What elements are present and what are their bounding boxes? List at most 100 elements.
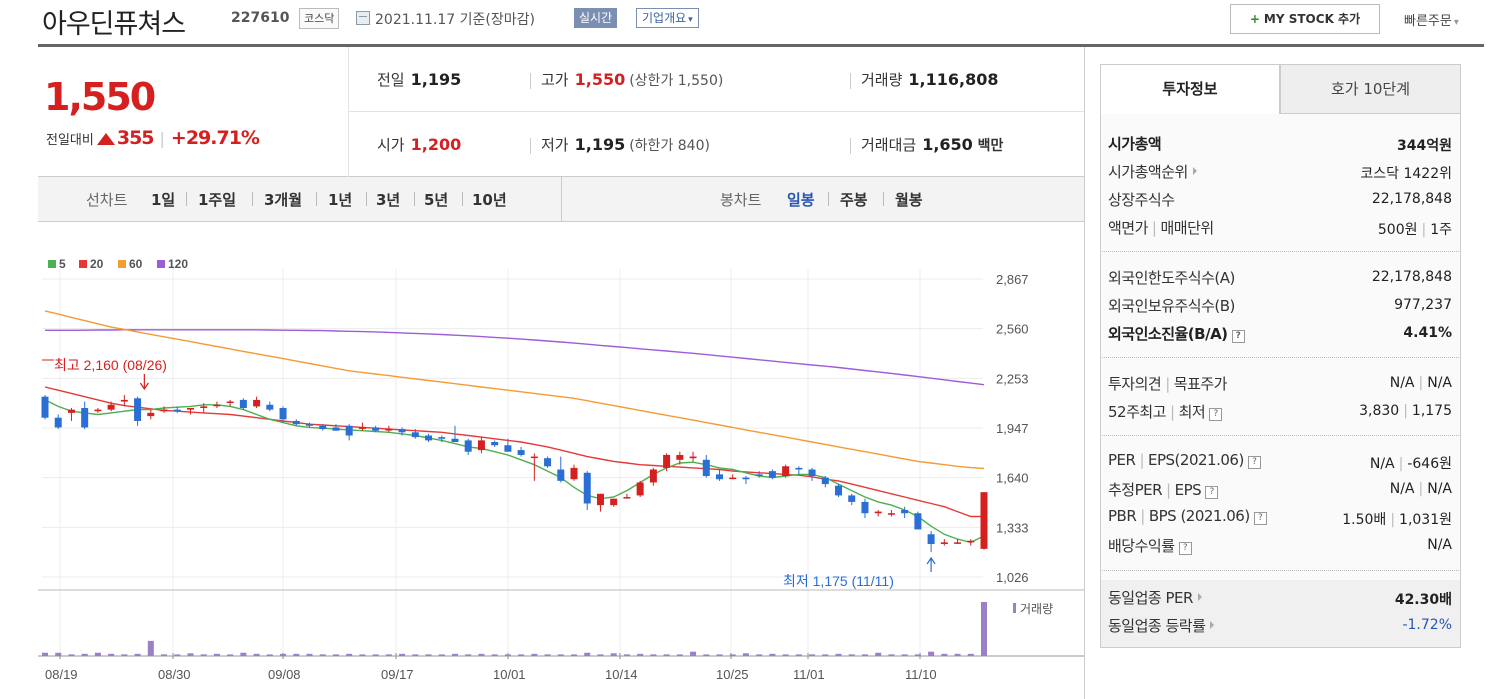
candle-body bbox=[874, 511, 882, 514]
week52-value: 3,830 | 1,175 bbox=[1359, 403, 1452, 419]
tab-orderbook[interactable]: 호가 10단계 bbox=[1280, 64, 1461, 114]
volume-bar bbox=[809, 654, 816, 656]
divider: | bbox=[159, 129, 165, 148]
volume-bar bbox=[888, 654, 895, 656]
volume-bar bbox=[981, 602, 987, 656]
candle-body bbox=[160, 409, 168, 412]
volume-bar bbox=[504, 654, 511, 656]
volume-bar bbox=[597, 654, 604, 656]
section-divider bbox=[1102, 357, 1459, 358]
volume-bar bbox=[491, 654, 498, 656]
candle-body bbox=[239, 399, 247, 409]
volume-bar bbox=[544, 654, 551, 656]
period-divider bbox=[186, 192, 187, 206]
candle-body bbox=[200, 406, 208, 409]
period-divider bbox=[414, 192, 415, 206]
par-value-text: 액면가 bbox=[1108, 219, 1148, 237]
par-value-label: 액면가 | 매매단위 bbox=[1108, 217, 1214, 238]
amount-unit: 백만 bbox=[977, 138, 1004, 154]
bps-number: 1,031원 bbox=[1399, 512, 1452, 528]
candle-body bbox=[385, 429, 393, 431]
pbr-number: 1.50배 bbox=[1342, 512, 1387, 528]
candlestick-chart[interactable]: 2,867 2,560 2,253 1,947 1,640 1,333 1,026 08/19… bbox=[38, 222, 1085, 699]
amount-value: 1,650 bbox=[922, 135, 973, 154]
y-tick-label: 1,640 bbox=[996, 471, 1029, 486]
legend-label: 5 bbox=[59, 257, 66, 271]
candle-monthly[interactable]: 월봉 bbox=[895, 191, 923, 209]
foreign-ratio-row: 외국인소진율(B/A)? 4.41% bbox=[1108, 320, 1452, 348]
volume-legend-swatch bbox=[1013, 603, 1016, 613]
candle-body bbox=[477, 440, 485, 451]
low-label: 저가 bbox=[541, 136, 569, 154]
help-icon[interactable]: ? bbox=[1247, 456, 1261, 469]
volume-bar bbox=[901, 654, 908, 656]
period-1y[interactable]: 1년 bbox=[328, 191, 353, 209]
trading-unit-number: 1주 bbox=[1430, 222, 1452, 238]
candle-body bbox=[636, 482, 644, 496]
industry-change-row[interactable]: 동일업종 등락률 -1.72% bbox=[1108, 612, 1452, 640]
target-price-number: N/A bbox=[1427, 375, 1452, 391]
x-tick-label: 10/01 bbox=[493, 667, 526, 682]
realtime-button[interactable]: 실시간 bbox=[574, 8, 618, 28]
tab-investment-info[interactable]: 투자정보 bbox=[1100, 64, 1280, 114]
lower-limit: (하한가 840) bbox=[629, 138, 710, 154]
per-value: N/A | -646원 bbox=[1370, 453, 1452, 473]
candle-body bbox=[954, 542, 962, 544]
volume-bar bbox=[200, 654, 207, 656]
help-icon[interactable]: ? bbox=[1205, 486, 1219, 499]
candle-body bbox=[425, 435, 433, 441]
high-value: 1,550 bbox=[574, 70, 626, 89]
help-icon[interactable]: ? bbox=[1209, 408, 1223, 421]
period-5y[interactable]: 5년 bbox=[424, 191, 449, 209]
trading-unit-text: 매매단위 bbox=[1160, 219, 1214, 237]
volume-bar bbox=[795, 654, 802, 656]
prev-close-label: 전일 bbox=[377, 71, 405, 89]
open-price: 시가 1,200 bbox=[377, 134, 461, 155]
period-divider bbox=[883, 192, 884, 206]
period-1d[interactable]: 1일 bbox=[151, 191, 176, 209]
calendar-icon bbox=[356, 11, 370, 25]
period-3y[interactable]: 3년 bbox=[376, 191, 401, 209]
candle-weekly[interactable]: 주봉 bbox=[840, 191, 868, 209]
period-10y[interactable]: 10년 bbox=[472, 191, 507, 209]
moving-average-ma5 bbox=[44, 399, 985, 544]
pbr-value: 1.50배 | 1,031원 bbox=[1342, 509, 1452, 529]
candle-body bbox=[147, 412, 155, 417]
candle-body bbox=[715, 474, 723, 480]
period-3m[interactable]: 3개월 bbox=[264, 191, 303, 209]
pipe-divider: | bbox=[1390, 512, 1396, 528]
help-icon[interactable]: ? bbox=[1253, 512, 1267, 525]
quick-order-menu[interactable]: 빠른주문 bbox=[1404, 10, 1459, 29]
pipe-divider: | bbox=[1418, 481, 1424, 497]
company-info-dropdown[interactable]: 기업개요 ▾ bbox=[636, 8, 699, 28]
section-divider bbox=[1102, 251, 1459, 252]
volume-bar bbox=[623, 654, 630, 656]
volume-bar bbox=[319, 654, 326, 656]
market-cap-value: 344억원 bbox=[1397, 135, 1452, 155]
market-cap-rank-value: 코스닥 1422위 bbox=[1360, 166, 1452, 182]
industry-per-row[interactable]: 동일업종 PER 42.30배 bbox=[1108, 584, 1452, 612]
week52-low-number: 1,175 bbox=[1411, 403, 1452, 419]
candle-body bbox=[980, 492, 988, 549]
moving-average-ma60 bbox=[44, 310, 985, 470]
dividend-text: 배당수익률 bbox=[1108, 537, 1175, 555]
pbr-row: PBR | BPS (2021.06)? 1.50배 | 1,031원 bbox=[1108, 504, 1452, 532]
volume-bar bbox=[676, 654, 683, 656]
chart-period-toolbar: 선차트 1일 1주일 3개월 1년 3년 5년 10년 봉차트 일봉 주봉 월봉 bbox=[38, 177, 1085, 222]
prev-close: 전일 1,195 bbox=[377, 69, 461, 90]
industry-per-label: 동일업종 PER bbox=[1108, 587, 1202, 608]
period-divider bbox=[828, 192, 829, 206]
pipe-divider: | bbox=[1165, 375, 1170, 393]
add-mystock-button[interactable]: + MY STOCK 추가 bbox=[1230, 4, 1380, 34]
help-icon[interactable]: ? bbox=[1231, 330, 1245, 343]
help-icon[interactable]: ? bbox=[1178, 542, 1192, 555]
current-price: 1,550 bbox=[44, 75, 156, 119]
period-1w[interactable]: 1주일 bbox=[198, 191, 237, 209]
trade-amount: 거래대금 1,650 백만 bbox=[861, 134, 1003, 155]
foreign-holding-row: 외국인보유주식수(B) 977,237 bbox=[1108, 292, 1452, 320]
volume-bar bbox=[637, 653, 644, 656]
candle-daily[interactable]: 일봉 bbox=[787, 191, 815, 209]
grid-divider bbox=[349, 111, 1085, 112]
market-cap-rank-row[interactable]: 시가총액순위 코스닥 1422위 bbox=[1108, 158, 1452, 186]
est-per-number: N/A bbox=[1389, 481, 1415, 497]
